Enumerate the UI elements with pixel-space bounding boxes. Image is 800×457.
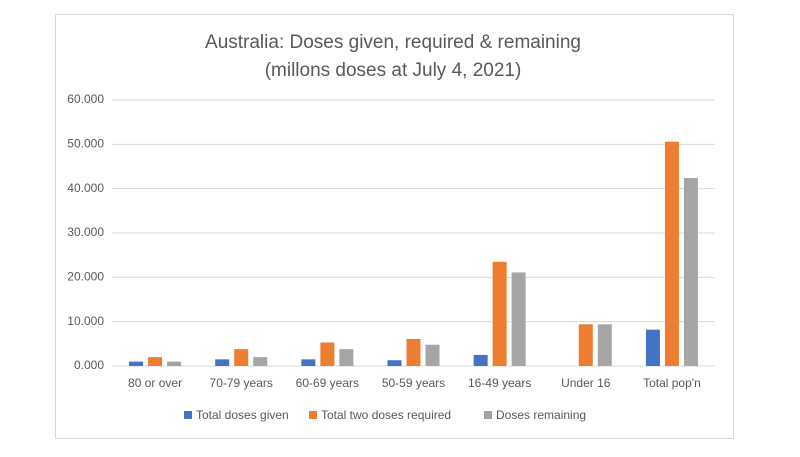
bar xyxy=(167,361,182,366)
y-tick-label: 40.000 xyxy=(67,181,104,195)
bar xyxy=(234,349,249,366)
bar xyxy=(387,360,402,366)
x-tick-label: 16-49 years xyxy=(468,376,531,390)
x-tick-label: Under 16 xyxy=(561,376,611,390)
bar xyxy=(578,324,593,366)
bar xyxy=(597,324,612,366)
legend-label: Total doses given xyxy=(196,408,289,422)
y-tick-label: 50.000 xyxy=(67,137,104,151)
bar xyxy=(492,261,507,366)
x-tick-label: 60-69 years xyxy=(296,376,359,390)
x-tick-label: 50-59 years xyxy=(382,376,445,390)
x-tick-label: 80 or over xyxy=(128,376,182,390)
y-tick-label: 20.000 xyxy=(67,270,104,284)
bar xyxy=(301,359,316,366)
chart-subtitle: (millons doses at July 4, 2021) xyxy=(265,60,522,81)
bar xyxy=(406,338,421,366)
chart-title: Australia: Doses given, required & remai… xyxy=(205,32,581,53)
bar xyxy=(683,178,698,366)
y-tick-label: 0.000 xyxy=(74,358,104,372)
y-tick-label: 10.000 xyxy=(67,314,104,328)
y-tick-label: 60.000 xyxy=(67,92,104,106)
legend-swatch xyxy=(484,411,492,419)
bar xyxy=(129,361,144,366)
legend-label: Total two doses required xyxy=(321,408,451,422)
chart-frame xyxy=(55,14,734,439)
legend-label: Doses remaining xyxy=(496,408,586,422)
bar xyxy=(339,349,354,366)
bar xyxy=(473,354,488,366)
bar xyxy=(215,359,230,366)
bar xyxy=(148,357,163,366)
legend-swatch xyxy=(309,411,317,419)
bar xyxy=(425,344,440,366)
legend-swatch xyxy=(184,411,192,419)
bar xyxy=(511,272,526,366)
bar xyxy=(664,141,679,366)
x-tick-label: Total pop'n xyxy=(643,376,701,390)
bar xyxy=(320,342,335,366)
y-tick-label: 30.000 xyxy=(67,225,104,239)
x-tick-label: 70-79 years xyxy=(210,376,273,390)
bar xyxy=(645,329,660,366)
bar xyxy=(253,357,268,366)
